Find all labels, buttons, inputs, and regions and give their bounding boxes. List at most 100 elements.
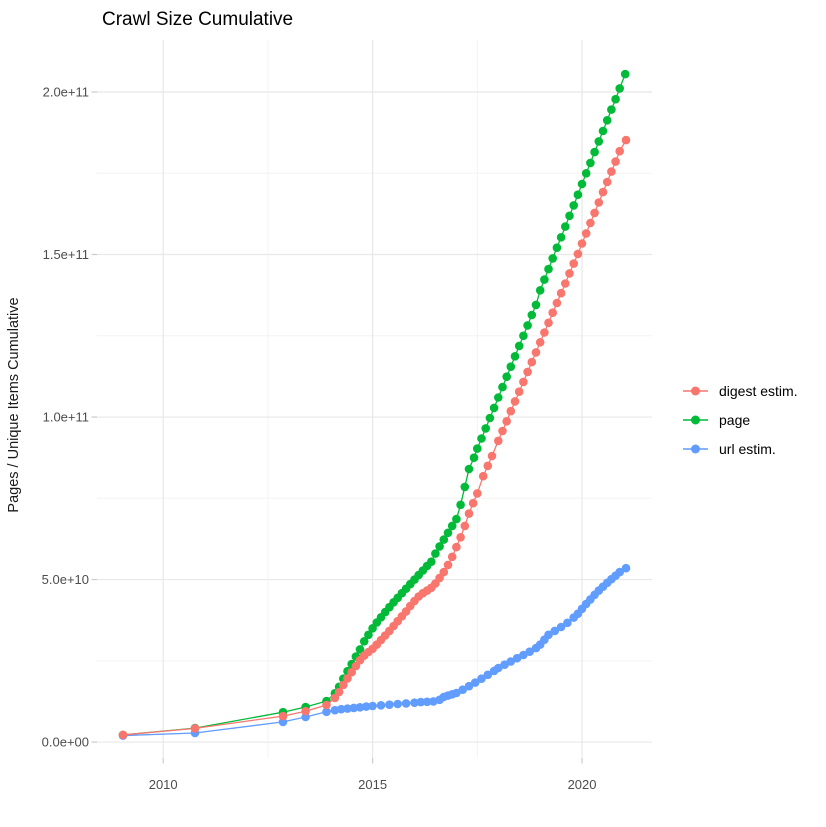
- data-point-digest-estim: [483, 461, 493, 471]
- data-point-page: [519, 331, 528, 341]
- y-tick-label: 0.0e+00: [42, 735, 89, 750]
- data-point-page: [514, 341, 524, 351]
- data-point-digest-estim: [322, 700, 331, 710]
- data-point-digest-estim: [602, 177, 612, 187]
- data-point-page: [611, 94, 620, 104]
- data-point-digest-estim: [456, 533, 465, 542]
- y-tick-label: 5.0e+10: [42, 572, 89, 587]
- x-tick-labels: 2010 2015 2020: [149, 777, 597, 792]
- data-point-url-estim: [355, 703, 365, 712]
- axis-ticks: [91, 91, 583, 764]
- data-point-digest-estim: [548, 308, 557, 318]
- y-axis-title: Pages / Unique Items Cumulative: [6, 297, 22, 512]
- data-point-page: [548, 254, 557, 263]
- data-point-url-estim: [336, 704, 346, 714]
- data-point-digest-estim: [569, 259, 578, 268]
- data-point-digest-estim: [523, 367, 532, 377]
- data-point-digest-estim: [443, 560, 453, 570]
- data-point-page: [581, 169, 591, 178]
- data-point-digest-estim: [506, 406, 516, 416]
- data-point-page: [364, 630, 373, 640]
- data-point-page: [489, 403, 499, 413]
- data-point-digest-estim: [581, 229, 591, 238]
- data-point-digest-estim: [347, 667, 357, 677]
- data-point-page: [586, 158, 595, 168]
- data-point-digest-estim: [531, 348, 541, 357]
- data-point-digest-estim: [561, 279, 570, 288]
- data-point-url-estim: [362, 702, 371, 711]
- data-point-page: [556, 233, 566, 242]
- data-point-digest-estim: [339, 680, 348, 690]
- series-layer: [118, 69, 631, 740]
- data-point-page: [460, 482, 470, 492]
- data-point-url-estim: [519, 650, 528, 660]
- data-point-url-estim: [368, 701, 377, 711]
- data-point-digest-estim: [343, 674, 352, 683]
- data-point-url-estim: [343, 704, 352, 713]
- data-point-digest-estim: [598, 187, 608, 197]
- data-point-digest-estim: [621, 135, 631, 145]
- data-point-page: [535, 286, 545, 295]
- data-point-url-estim: [556, 622, 566, 632]
- data-point-page: [540, 275, 549, 284]
- legend-label-page: page: [719, 412, 750, 428]
- data-point-digest-estim: [586, 218, 595, 228]
- data-point-page: [473, 444, 482, 453]
- data-point-url-estim: [410, 698, 419, 707]
- data-point-digest-estim: [498, 426, 507, 436]
- data-point-digest-estim: [473, 489, 482, 498]
- data-point-url-estim: [615, 567, 624, 577]
- data-point-page: [355, 645, 365, 654]
- gridlines-minor: [97, 40, 652, 758]
- data-point-digest-estim: [552, 298, 562, 308]
- data-point-url-estim: [477, 674, 486, 683]
- data-point-url-estim: [322, 707, 331, 717]
- data-point-page: [602, 116, 612, 125]
- data-point-page: [464, 464, 474, 474]
- data-point-url-estim: [393, 699, 403, 709]
- series-page: [118, 69, 630, 740]
- data-point-page: [594, 137, 604, 146]
- data-point-digest-estim: [190, 724, 200, 733]
- data-point-url-estim: [330, 705, 340, 715]
- data-point-page: [561, 222, 570, 231]
- legend-item-url-estim: url estim.: [683, 441, 776, 457]
- data-point-digest-estim: [452, 542, 461, 552]
- data-point-url-estim: [470, 678, 480, 687]
- data-point-url-estim: [376, 701, 386, 710]
- data-point-url-estim: [550, 626, 560, 636]
- data-point-page: [431, 549, 440, 558]
- data-point-url-estim: [458, 685, 468, 694]
- data-point-digest-estim: [502, 417, 512, 426]
- series-url-estim: [118, 563, 631, 740]
- data-point-digest-estim: [118, 730, 128, 740]
- data-point-page: [607, 105, 616, 114]
- data-point-page: [439, 535, 449, 544]
- legend-key-dot-url: [691, 444, 700, 454]
- data-point-page: [510, 352, 520, 361]
- data-point-page: [544, 264, 553, 274]
- data-point-url-estim: [563, 618, 572, 628]
- data-point-digest-estim: [573, 249, 583, 259]
- data-point-digest-estim: [468, 498, 478, 508]
- y-tick-label: 2.0e+11: [43, 85, 89, 100]
- data-point-digest-estim: [464, 509, 474, 518]
- data-point-digest-estim: [611, 157, 620, 166]
- data-point-url-estim: [401, 699, 411, 708]
- data-point-url-estim: [349, 703, 359, 713]
- data-point-url-estim: [464, 681, 474, 691]
- data-point-digest-estim: [487, 451, 497, 461]
- x-tick-label: 2020: [568, 777, 597, 792]
- data-point-page: [456, 500, 465, 510]
- data-point-page: [620, 69, 630, 79]
- data-point-page: [577, 179, 587, 189]
- data-point-page: [527, 310, 537, 320]
- data-point-digest-estim: [510, 397, 520, 406]
- data-point-url-estim: [525, 647, 534, 656]
- data-point-page: [615, 84, 624, 93]
- data-point-page: [552, 243, 562, 252]
- data-point-page: [435, 542, 444, 551]
- x-tick-label: 2015: [358, 777, 387, 792]
